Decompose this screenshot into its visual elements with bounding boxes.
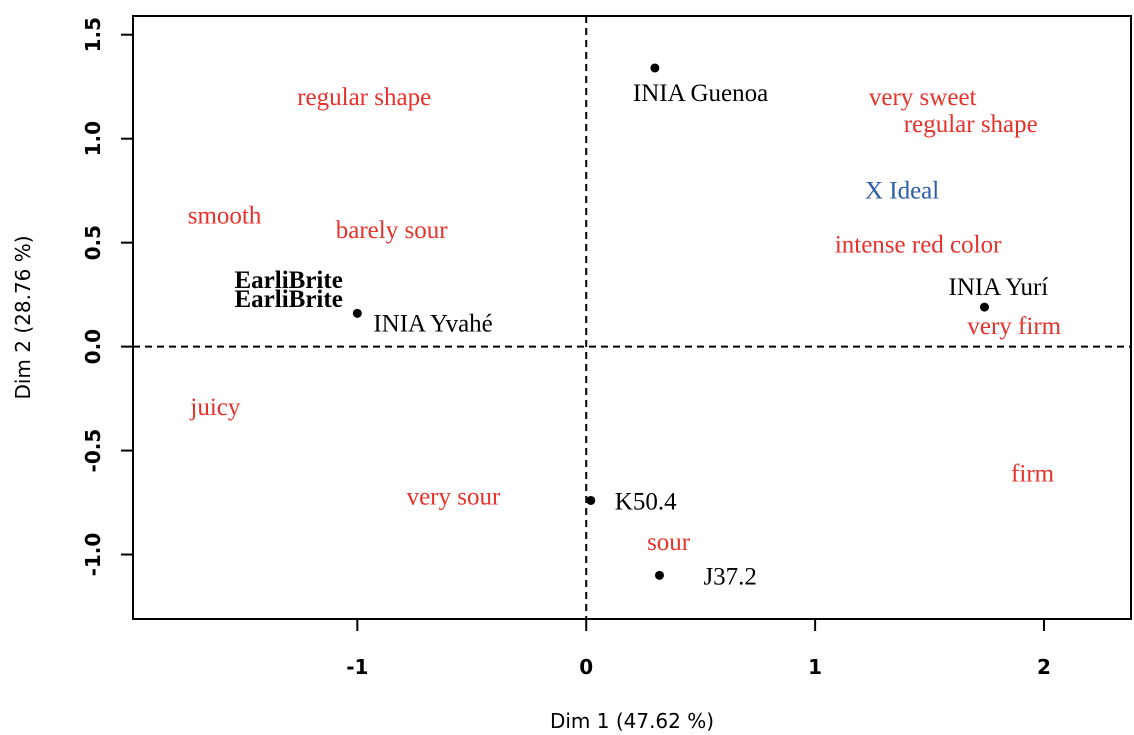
attribute-label: very sweet <box>869 84 977 111</box>
x-axis-title: Dim 1 (47.62 %) <box>550 709 714 733</box>
data-point <box>352 308 362 318</box>
point-label: INIA Yurí <box>949 274 1049 301</box>
attribute-label: very firm <box>967 313 1061 340</box>
y-axis-title: Dim 2 (28.76 %) <box>11 235 35 399</box>
plot-area <box>132 15 1132 620</box>
x-tick-label: -1 <box>346 655 368 679</box>
y-tick-label: 1.0 <box>81 121 105 156</box>
point-label: INIA Yvahé <box>373 310 492 337</box>
y-tick-label: 0.5 <box>81 225 105 260</box>
y-axis: -1.0 -0.5 0.0 0.5 1.0 1.5 <box>81 17 133 576</box>
attribute-label: firm <box>1011 460 1055 487</box>
data-marks: INIA Guenoa INIA Yurí INIA Yvahé K50.4 J37.2… <box>188 63 1062 590</box>
attribute-label: regular shape <box>904 111 1038 138</box>
attribute-label: smooth <box>188 203 262 230</box>
ideal-label: X Ideal <box>865 178 939 205</box>
point-label: K50.4 <box>615 488 677 515</box>
attribute-label: intense red color <box>835 232 1002 259</box>
data-point <box>586 495 596 505</box>
x-tick-label: 0 <box>579 655 593 679</box>
point-label: J37.2 <box>703 563 756 590</box>
y-tick-label: 1.5 <box>81 17 105 52</box>
attribute-label: barely sour <box>336 217 448 244</box>
x-axis: -1 0 1 2 <box>346 619 1051 679</box>
cultivar-label: EarliBrite <box>234 286 342 313</box>
attribute-label: regular shape <box>297 84 431 111</box>
attribute-label: very sour <box>407 483 501 510</box>
overlapping-label: EarliBrite <box>234 267 342 294</box>
point-label: INIA Guenoa <box>633 80 768 107</box>
attribute-label: sour <box>647 529 691 556</box>
x-tick-label: 2 <box>1037 655 1051 679</box>
data-point <box>980 302 990 312</box>
y-tick-label: 0.0 <box>81 329 105 364</box>
x-tick-label: 1 <box>808 655 822 679</box>
attribute-label: juicy <box>189 394 240 421</box>
data-point <box>654 570 664 580</box>
y-tick-label: -0.5 <box>81 429 105 473</box>
reference-lines <box>133 16 1131 619</box>
plot-frame <box>132 15 1132 620</box>
data-point <box>650 63 660 73</box>
y-tick-label: -1.0 <box>81 533 105 577</box>
